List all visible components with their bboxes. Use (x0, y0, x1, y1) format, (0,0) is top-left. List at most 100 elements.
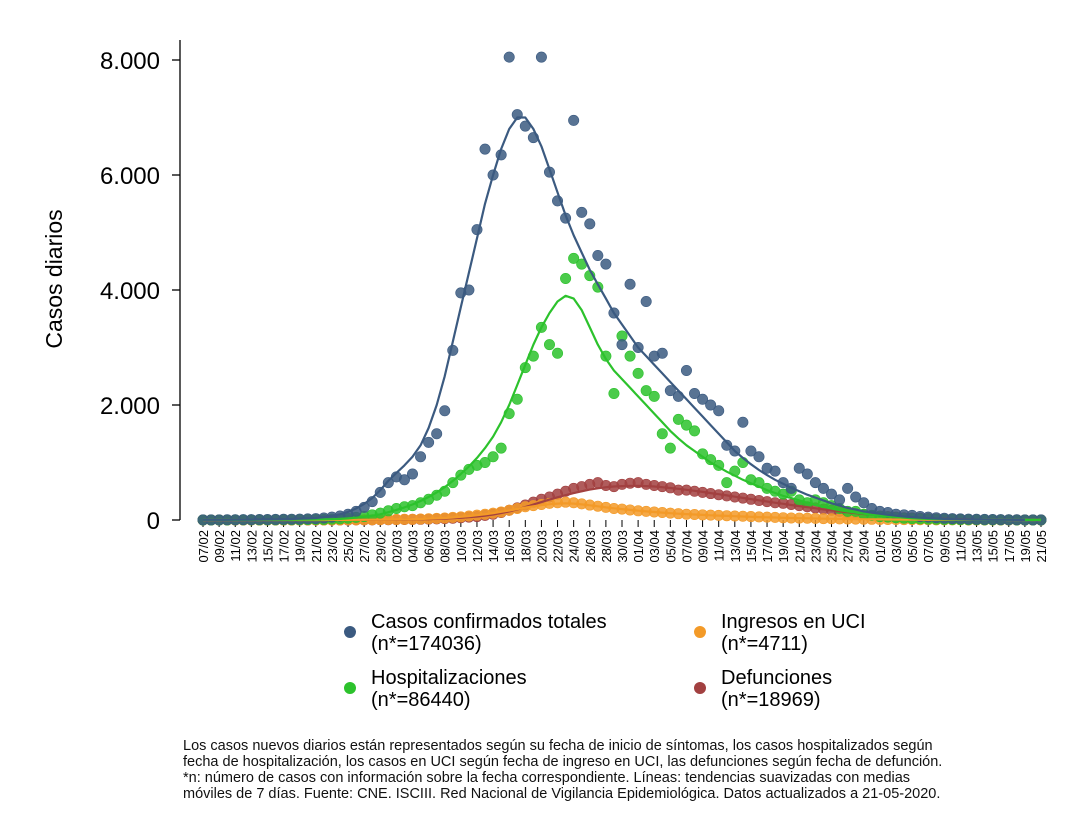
x-tick-label: 10/03 (454, 530, 469, 563)
data-point (487, 451, 499, 463)
x-tick-label: 25/02 (341, 530, 356, 563)
data-point (592, 250, 604, 262)
data-point (737, 416, 749, 428)
x-tick-label: 25/04 (825, 530, 840, 563)
data-point (713, 405, 725, 417)
x-tick-label: 13/05 (970, 530, 985, 563)
data-point (608, 387, 620, 399)
x-tick-label: 06/03 (422, 530, 437, 563)
y-axis-label: Casos diarios (41, 209, 67, 348)
data-point (584, 218, 596, 230)
data-point (423, 436, 435, 448)
data-point (495, 442, 507, 454)
x-tick-label: 23/04 (808, 530, 823, 563)
data-point (689, 387, 701, 399)
x-tick-label: 22/03 (551, 530, 566, 563)
x-tick-label: 03/05 (889, 530, 904, 563)
x-tick-label: 11/02 (228, 530, 243, 562)
data-point (680, 364, 692, 376)
x-tick-label: 09/05 (937, 530, 952, 563)
x-tick-label: 07/05 (921, 530, 936, 563)
data-point (648, 390, 660, 402)
data-point (793, 462, 805, 474)
data-point (858, 497, 870, 509)
data-point (672, 390, 684, 402)
legend-marker (344, 682, 356, 694)
x-tick-label: 27/04 (841, 530, 856, 563)
data-point (576, 206, 588, 218)
legend-label: Hospitalizaciones (371, 667, 527, 689)
data-point (672, 413, 684, 425)
data-point (721, 477, 733, 489)
footnote: Los casos nuevos diarios están represent… (183, 738, 1073, 802)
x-tick-label: 15/04 (744, 530, 759, 563)
legend-item: Ingresos en UCI(n*=4711) (694, 611, 866, 655)
legend-count: (n*=86440) (371, 689, 471, 711)
x-tick-label: 05/05 (905, 530, 920, 563)
data-point (850, 491, 862, 503)
data-point (656, 347, 668, 359)
x-tick-label: 23/02 (325, 530, 340, 563)
data-point (664, 442, 676, 454)
data-point (809, 477, 821, 489)
x-tick-label: 09/04 (696, 530, 711, 563)
data-point (801, 468, 813, 480)
x-tick-label: 24/03 (567, 530, 582, 563)
data-point (503, 51, 515, 63)
data-point (568, 252, 580, 264)
x-tick-label: 19/04 (776, 530, 791, 563)
x-tick-label: 05/04 (663, 530, 678, 563)
legend-marker (344, 626, 356, 638)
x-tick-label: 19/05 (1018, 530, 1033, 563)
data-point (769, 465, 781, 477)
x-tick-label: 21/05 (1034, 530, 1049, 563)
data-point (568, 114, 580, 126)
data-point (415, 451, 427, 463)
data-point (543, 339, 555, 351)
x-tick-label: 30/03 (615, 530, 630, 563)
data-point (825, 488, 837, 500)
data-point (721, 439, 733, 451)
data-point (689, 425, 701, 437)
x-tick-label: 11/04 (712, 530, 727, 562)
trend-line (203, 502, 1041, 522)
legend-label: Ingresos en UCI (721, 611, 866, 633)
x-tick-label: 04/03 (406, 530, 421, 563)
legend-marker (694, 626, 706, 638)
x-tick-label: 13/02 (244, 530, 259, 563)
legend-count: (n*=4711) (721, 633, 808, 655)
data-point (664, 385, 676, 397)
legend-item: Defunciones(n*=18969) (694, 667, 832, 711)
x-tick-label: 21/04 (792, 530, 807, 563)
data-point (842, 482, 854, 494)
trend-line (203, 116, 1025, 521)
x-tick-label: 13/04 (728, 530, 743, 563)
x-tick-label: 26/03 (583, 530, 598, 563)
x-tick-label: 21/02 (309, 530, 324, 563)
data-point (479, 456, 491, 468)
x-tick-label: 12/03 (470, 530, 485, 563)
x-tick-label: 15/05 (986, 530, 1001, 563)
footnote-line-1: Los casos nuevos diarios están represent… (183, 738, 933, 754)
y-tick-label: 2.000 (100, 393, 160, 420)
data-point (398, 474, 410, 486)
footnote-line-2: fecha de hospitalización, los casos en U… (183, 754, 943, 770)
x-tick-label: 01/04 (631, 530, 646, 563)
data-point (705, 399, 717, 411)
legend-item: Hospitalizaciones(n*=86440) (344, 667, 527, 711)
legend-count: (n*=174036) (371, 633, 482, 655)
data-point (817, 482, 829, 494)
data-point (753, 451, 765, 463)
data-point (431, 428, 443, 440)
data-point (439, 405, 451, 417)
x-tick-label: 14/03 (486, 530, 501, 563)
data-point (632, 367, 644, 379)
data-point (616, 339, 628, 351)
data-point (479, 143, 491, 155)
legend-marker (694, 682, 706, 694)
x-tick-label: 02/03 (389, 530, 404, 563)
x-tick-label: 16/03 (502, 530, 517, 563)
x-tick-label: 09/02 (212, 530, 227, 563)
data-point (656, 428, 668, 440)
